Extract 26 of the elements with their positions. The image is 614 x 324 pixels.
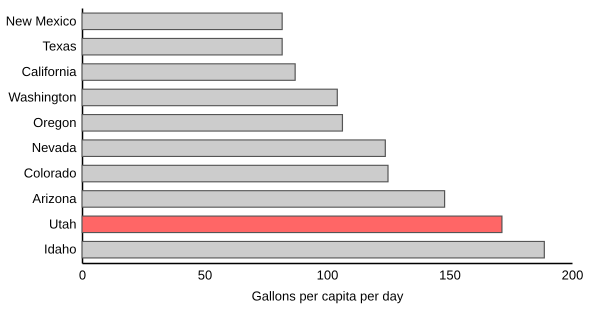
y-tick-label: Idaho	[44, 242, 76, 257]
x-tick-label: 150	[439, 268, 461, 282]
y-tick-label: Arizona	[32, 190, 78, 206]
bar	[81, 114, 344, 132]
y-tick-label: California	[22, 64, 78, 80]
y-tick-label: Washington	[8, 89, 76, 104]
bar	[81, 215, 503, 234]
x-tick-label: 100	[316, 268, 338, 282]
x-tick-label: 0	[78, 268, 86, 282]
bar	[81, 190, 446, 208]
bar	[81, 88, 338, 106]
bar	[81, 139, 386, 158]
bar	[81, 164, 389, 182]
y-tick-label: Oregon	[33, 114, 76, 130]
bar	[81, 240, 545, 259]
y-tick-label: Colorado	[24, 166, 76, 181]
y-tick-label: New Mexico	[6, 13, 76, 28]
x-tick-label: 200	[562, 268, 584, 282]
x-tick-label: 50	[198, 268, 212, 282]
y-tick-label: Texas	[42, 38, 77, 54]
bar	[81, 63, 296, 81]
bar	[81, 38, 283, 56]
y-tick-label: Utah	[49, 216, 76, 232]
bar	[81, 12, 283, 30]
y-tick-label: Nevada	[32, 140, 78, 156]
x-axis-title: Gallons per capita per day	[252, 288, 404, 304]
